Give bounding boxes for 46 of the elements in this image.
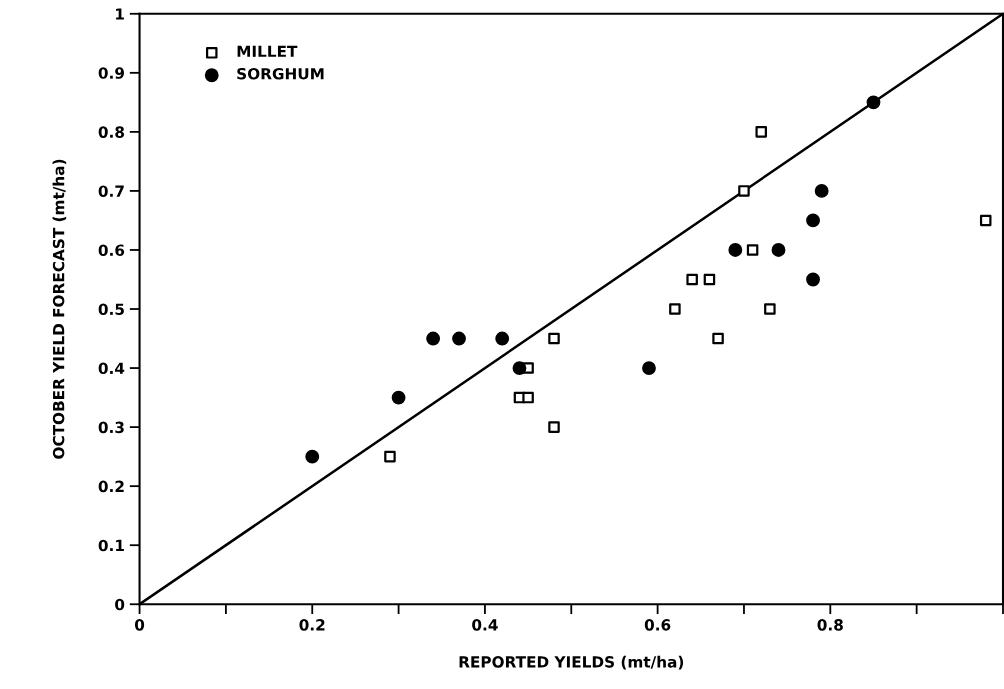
y-tick-label: 0.5: [98, 303, 124, 316]
y-tick-label: 0.4: [98, 362, 125, 375]
point: [669, 303, 681, 315]
point: [548, 421, 560, 433]
y-axis-title: OCTOBER YIELD FORECAST (mt/ha): [52, 159, 67, 459]
point: [512, 361, 527, 375]
point: [728, 243, 743, 257]
y-tick-label: 0: [115, 598, 125, 611]
x-tick-label: 0.8: [817, 619, 843, 631]
x-tick-label: 0.4: [472, 619, 498, 631]
y-tick-label: 0.7: [98, 185, 124, 197]
legend-label: SORGHUM: [237, 67, 324, 80]
x-tick-label: 0.6: [644, 619, 671, 631]
x-tick-label: 0.2: [299, 619, 325, 631]
point: [391, 390, 406, 405]
point: [642, 361, 656, 375]
y-tick-label: 0.2: [98, 480, 124, 493]
point: [703, 273, 716, 286]
y-tick-label: 0.1: [98, 539, 124, 552]
point: [979, 214, 992, 227]
point: [738, 185, 750, 197]
y-tick-label: 0.3: [98, 421, 124, 434]
x-tick-label: 0: [134, 619, 145, 631]
point: [814, 184, 829, 198]
point: [806, 272, 820, 287]
y-tick-label: 0.8: [98, 126, 125, 138]
point: [522, 391, 534, 404]
point: [746, 244, 759, 256]
legend-label: MILLET: [237, 45, 298, 57]
y-tick-label: 0.9: [98, 67, 124, 79]
point: [771, 243, 786, 257]
point: [866, 95, 881, 110]
x-axis-title: REPORTED YIELDS (mt/ha): [459, 655, 684, 670]
point: [384, 450, 396, 463]
y-tick-label: 0.6: [98, 244, 125, 256]
point: [764, 303, 776, 315]
point: [686, 273, 698, 286]
point: [548, 332, 560, 345]
point: [806, 213, 820, 228]
point: [712, 332, 724, 345]
point: [426, 331, 441, 346]
point: [495, 331, 510, 346]
y-tick-label: 1: [116, 8, 124, 20]
point: [305, 449, 320, 464]
point: [452, 331, 466, 346]
point: [755, 126, 767, 138]
